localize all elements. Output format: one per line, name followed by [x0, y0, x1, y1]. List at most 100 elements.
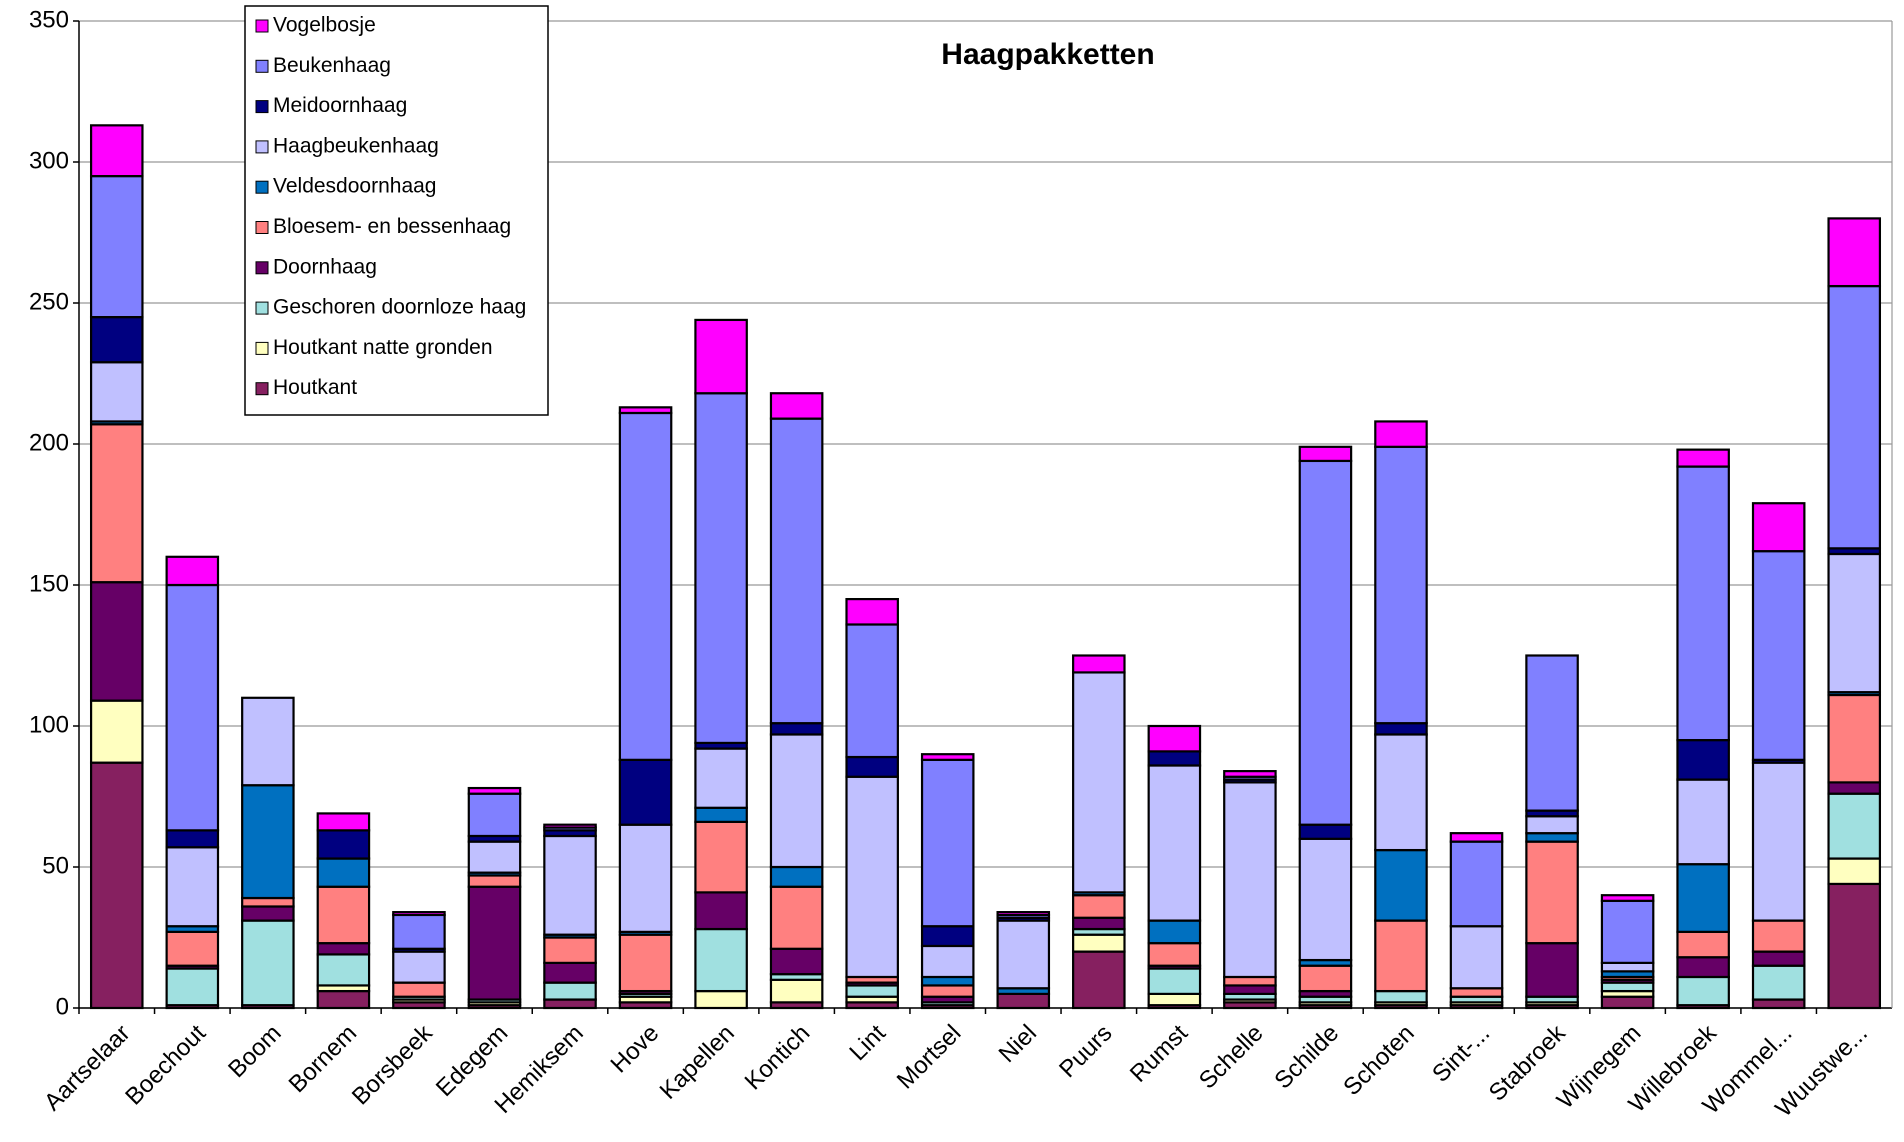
bar-segment	[467, 885, 522, 1001]
bar-segment	[1525, 654, 1579, 812]
x-tick-label: Sint-...	[1427, 1020, 1495, 1088]
bar-segment	[1525, 840, 1579, 945]
x-tick-label: Boechout	[120, 1019, 211, 1110]
bar-segment	[241, 784, 295, 900]
y-tick-label: 350	[29, 6, 69, 33]
bar-segment	[1223, 770, 1277, 778]
bar-segment	[694, 820, 748, 894]
bar-segment	[316, 942, 371, 956]
bar-segment	[1147, 724, 1202, 753]
legend-swatch	[255, 180, 269, 194]
bar-segment	[694, 806, 748, 823]
bar-segment	[165, 583, 220, 832]
bar-segment	[920, 758, 975, 928]
bar-segment	[467, 874, 522, 888]
bar-segment	[1449, 925, 1504, 990]
bar-segment	[769, 733, 824, 869]
bar-segment	[241, 896, 295, 908]
bar-segment	[1600, 899, 1655, 964]
bar-segment	[694, 891, 748, 931]
y-tick-label: 0	[56, 993, 69, 1020]
bar-segment	[165, 555, 220, 587]
legend-label: Veldesdoornhaag	[273, 175, 436, 198]
bar-segment	[618, 411, 673, 761]
x-tick-label: Aartselaar	[39, 1020, 135, 1116]
bar-segment	[1374, 848, 1428, 922]
bar-segment	[694, 927, 748, 993]
legend-label: Geschoren doornloze haag	[273, 296, 526, 319]
bar-segment	[996, 911, 1051, 917]
bar-segment	[1072, 894, 1126, 919]
bar-segment	[920, 944, 975, 979]
bar-segment	[165, 846, 220, 928]
bar-segment	[1827, 792, 1882, 860]
bar-segment	[1072, 950, 1126, 1010]
bar-segment	[1147, 942, 1202, 967]
bar-segment	[618, 758, 673, 826]
legend-swatch	[255, 100, 269, 114]
bar-segment	[618, 406, 673, 415]
x-tick-label: Lint	[844, 1019, 891, 1066]
bar-segment	[467, 786, 522, 795]
bar-segment	[694, 318, 748, 395]
bar-segment	[1298, 837, 1353, 962]
bar-segment	[1827, 693, 1882, 784]
x-tick-label: Hove	[606, 1020, 665, 1079]
x-tick-label: Boom	[223, 1020, 286, 1083]
bar-segment	[1525, 942, 1579, 998]
legend-box	[244, 5, 549, 416]
bar-segment	[1223, 781, 1277, 979]
y-tick-label: 100	[29, 711, 69, 738]
bar-segment	[694, 747, 748, 809]
bar-segment	[1147, 750, 1202, 767]
bar-segment	[1449, 832, 1504, 843]
bar-segment	[1072, 933, 1126, 953]
legend-label: Doornhaag	[273, 255, 377, 278]
bar-segment	[1751, 550, 1806, 761]
bar-segment	[1600, 894, 1655, 902]
x-tick-label: Schoten	[1338, 1020, 1419, 1101]
bar-segment	[467, 840, 522, 874]
bar-segment	[241, 919, 295, 1007]
bar-segment	[920, 975, 975, 987]
bar-segment	[165, 930, 220, 967]
bar-segment	[1676, 956, 1730, 979]
bar-segment	[1525, 815, 1579, 835]
bar-segment	[543, 823, 597, 829]
bar-segment	[467, 792, 522, 838]
bar-segment	[1600, 981, 1655, 993]
bar-segment	[769, 865, 824, 888]
bar-segment	[316, 989, 371, 1010]
legend-label: Houtkant	[273, 376, 357, 399]
bar-segment	[1449, 987, 1504, 998]
bar-segment	[1147, 967, 1202, 996]
bar-segment	[165, 967, 220, 1007]
bar-segment	[1223, 975, 1277, 987]
bar-segment	[316, 857, 371, 888]
bar-segment	[845, 623, 899, 759]
bar-segment	[1676, 465, 1730, 742]
x-tick-label: Mortsel	[892, 1020, 967, 1095]
legend-label: Houtkant natte gronden	[273, 336, 493, 359]
bar-segment	[543, 961, 597, 984]
bar-segment	[1374, 445, 1428, 725]
legend-label: Meidoornhaag	[273, 94, 407, 117]
bar-segment	[1827, 882, 1882, 1010]
bar-segment	[1676, 738, 1730, 781]
bar-segment	[1298, 823, 1353, 840]
bar-segment	[769, 417, 824, 725]
bar-segment	[694, 392, 748, 745]
bar-segment	[845, 597, 899, 626]
legend-swatch	[255, 341, 269, 355]
bar-segment	[769, 978, 824, 1004]
bar-segment	[1147, 992, 1202, 1007]
bar-segment	[1072, 916, 1126, 931]
bar-segment	[1374, 420, 1428, 448]
bar-segment	[618, 823, 673, 933]
bar-segment	[1525, 832, 1579, 843]
bar-segment	[543, 981, 597, 1001]
bar-segment	[694, 989, 748, 1010]
bar-segment	[1827, 781, 1882, 795]
bar-segment	[89, 316, 144, 364]
bar-segment	[769, 885, 824, 950]
